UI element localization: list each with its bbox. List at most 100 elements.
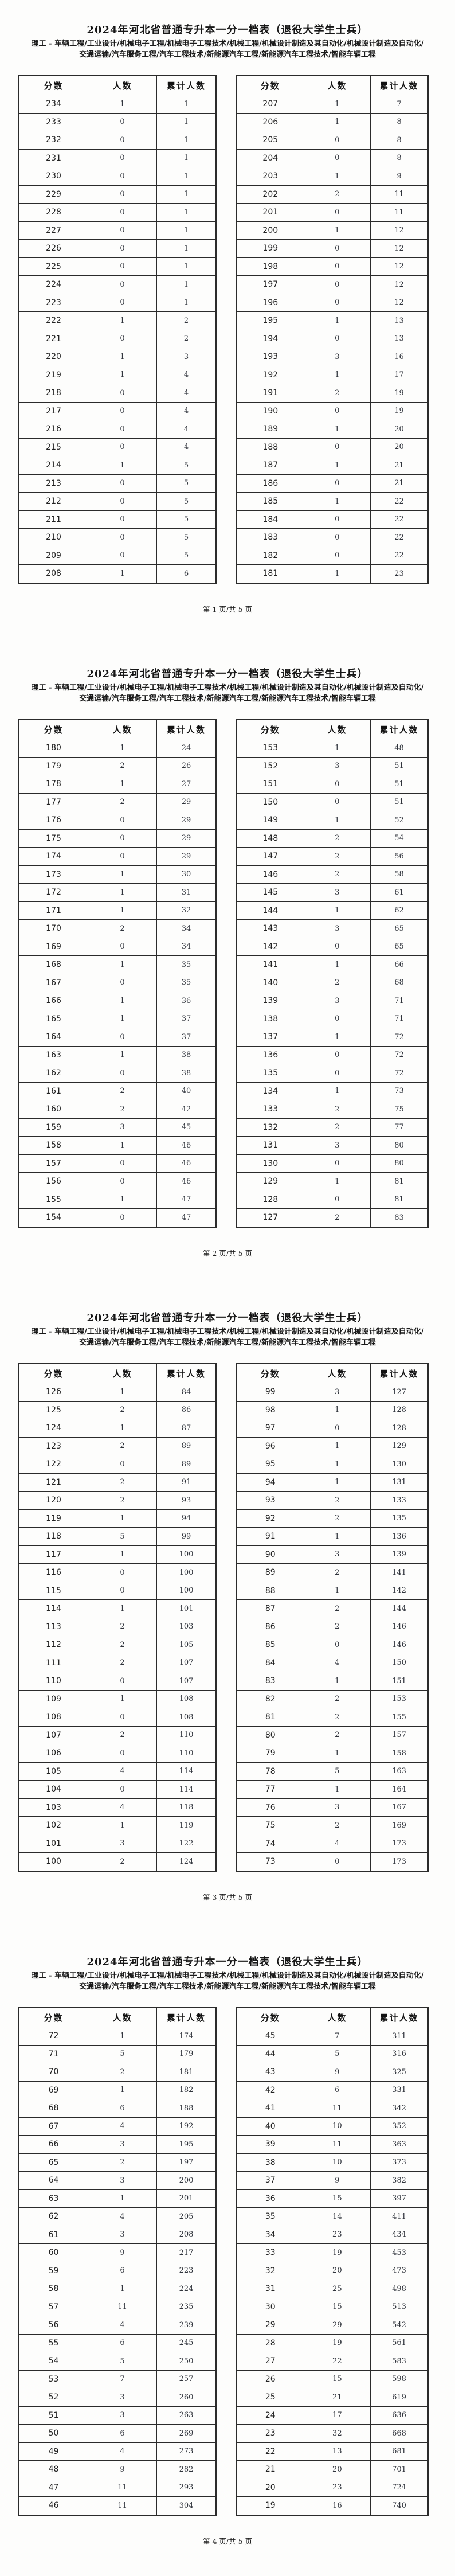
- table-cell: 0: [88, 203, 158, 222]
- table-cell: 1: [303, 112, 371, 131]
- table-cell: 11: [88, 2496, 158, 2515]
- table-cell: 17: [303, 2406, 371, 2425]
- table-header-row: 分数 人数 累计人数: [18, 2008, 216, 2027]
- table-cell: 182: [156, 2081, 216, 2099]
- table-cell: 1: [303, 365, 371, 384]
- table-cell: 201: [156, 2189, 216, 2208]
- table-cell: 94: [237, 1473, 304, 1492]
- table-row: 139 3 71: [237, 992, 428, 1010]
- table-cell: 1: [156, 239, 216, 258]
- table-row: 126 1 84: [18, 1383, 216, 1402]
- table-cell: 21: [237, 2460, 304, 2479]
- table-cell: 1: [88, 2280, 158, 2298]
- table-cell: 59: [18, 2261, 89, 2280]
- table-cell: 2: [88, 1473, 158, 1492]
- table-cell: 583: [370, 2352, 428, 2371]
- page-subtitle: 理工 - 车辆工程/工业设计/机械电子工程/机械电子工程技术/机械工程/机械设计…: [31, 684, 424, 703]
- table-cell: 0: [303, 329, 371, 348]
- table-cell: 197: [237, 275, 304, 294]
- table-cell: 167: [370, 1798, 428, 1817]
- table-cell: 4: [156, 365, 216, 384]
- table-cell: 85: [237, 1636, 304, 1654]
- table-cell: 77: [237, 1780, 304, 1799]
- table-cell: 3: [303, 919, 371, 938]
- table-cell: 5: [88, 2044, 158, 2063]
- table-cell: 75: [370, 1100, 428, 1119]
- table-cell: 138: [237, 1009, 304, 1028]
- table-row: 97 0 128: [237, 1419, 428, 1438]
- table-cell: 185: [237, 492, 304, 511]
- table-row: 55 6 245: [18, 2333, 216, 2352]
- table-cell: 0: [303, 275, 371, 294]
- table-cell: 6: [303, 2081, 371, 2099]
- table-cell: 38: [156, 1064, 216, 1083]
- table-cell: 205: [156, 2207, 216, 2226]
- table-row: 31 25 498: [237, 2280, 428, 2298]
- table-row: 205 0 8: [237, 131, 428, 150]
- table-cell: 1: [303, 1437, 371, 1455]
- table-cell: 65: [370, 937, 428, 956]
- table-cell: 153: [237, 739, 304, 758]
- table-cell: 20: [237, 2478, 304, 2497]
- table-cell: 12: [370, 239, 428, 258]
- table-cell: 17: [370, 365, 428, 384]
- table-cell: 101: [18, 1834, 89, 1853]
- table-cell: 139: [237, 992, 304, 1010]
- table-cell: 16: [303, 2496, 371, 2515]
- table-cell: 263: [156, 2406, 216, 2425]
- table-cell: 221: [18, 329, 89, 348]
- table-row: 38 10 373: [237, 2153, 428, 2172]
- table-cell: 0: [303, 203, 371, 222]
- table-cell: 6: [88, 2099, 158, 2118]
- table-row: 22 13 681: [237, 2442, 428, 2461]
- table-cell: 30: [237, 2297, 304, 2316]
- score-table-right: 分数 人数 累计人数 99 3 127 98 1 128 97 0 128 96 1 129 95 1 130 94…: [236, 1363, 429, 1872]
- table-row: 201 0 11: [237, 203, 428, 222]
- table-row: 118 5 99: [18, 1527, 216, 1546]
- table-cell: 12: [370, 293, 428, 312]
- table-row: 75 2 169: [237, 1816, 428, 1835]
- table-cell: 208: [156, 2225, 216, 2244]
- table-cell: 208: [18, 564, 89, 583]
- table-row: 124 1 87: [18, 1419, 216, 1438]
- table-row: 132 2 77: [237, 1118, 428, 1137]
- table-cell: 8: [370, 112, 428, 131]
- table-cell: 0: [303, 1852, 371, 1871]
- table-row: 23 32 668: [237, 2424, 428, 2443]
- table-cell: 1: [88, 2027, 158, 2046]
- table-cell: 1: [303, 95, 371, 114]
- table-row: 41 11 342: [237, 2099, 428, 2118]
- table-cell: 155: [370, 1708, 428, 1727]
- table-row: 28 19 561: [237, 2333, 428, 2352]
- column-header: 分数: [18, 76, 89, 95]
- table-row: 212 0 5: [18, 492, 216, 511]
- table-header-row: 分数 人数 累计人数: [237, 76, 428, 95]
- table-cell: 119: [156, 1816, 216, 1835]
- table-cell: 219: [18, 365, 89, 384]
- table-cell: 33: [237, 2243, 304, 2262]
- table-cell: 0: [303, 1045, 371, 1064]
- table-cell: 108: [156, 1708, 216, 1727]
- table-cell: 71: [370, 1009, 428, 1028]
- table-row: 177 2 29: [18, 793, 216, 811]
- table-cell: 101: [156, 1599, 216, 1618]
- table-cell: 724: [370, 2478, 428, 2497]
- table-cell: 225: [18, 257, 89, 276]
- table-cell: 29: [237, 2316, 304, 2335]
- table-cell: 48: [18, 2460, 89, 2479]
- table-cell: 2: [88, 1726, 158, 1744]
- table-cell: 1: [303, 1082, 371, 1100]
- table-cell: 154: [18, 1208, 89, 1227]
- table-cell: 29: [156, 847, 216, 866]
- table-cell: 197: [156, 2153, 216, 2172]
- table-cell: 269: [156, 2424, 216, 2443]
- table-cell: 149: [237, 811, 304, 830]
- table-cell: 89: [156, 1437, 216, 1455]
- table-cell: 2: [88, 1617, 158, 1636]
- table-cell: 1: [303, 1672, 371, 1691]
- table-cell: 0: [88, 149, 158, 167]
- table-cell: 25: [237, 2388, 304, 2407]
- table-row: 110 0 107: [18, 1672, 216, 1691]
- table-row: 131 3 80: [237, 1136, 428, 1155]
- score-table-right: 分数 人数 累计人数 45 7 311 44 5 316 43 9 325 42 6 331 41 11 342 4…: [236, 2007, 429, 2516]
